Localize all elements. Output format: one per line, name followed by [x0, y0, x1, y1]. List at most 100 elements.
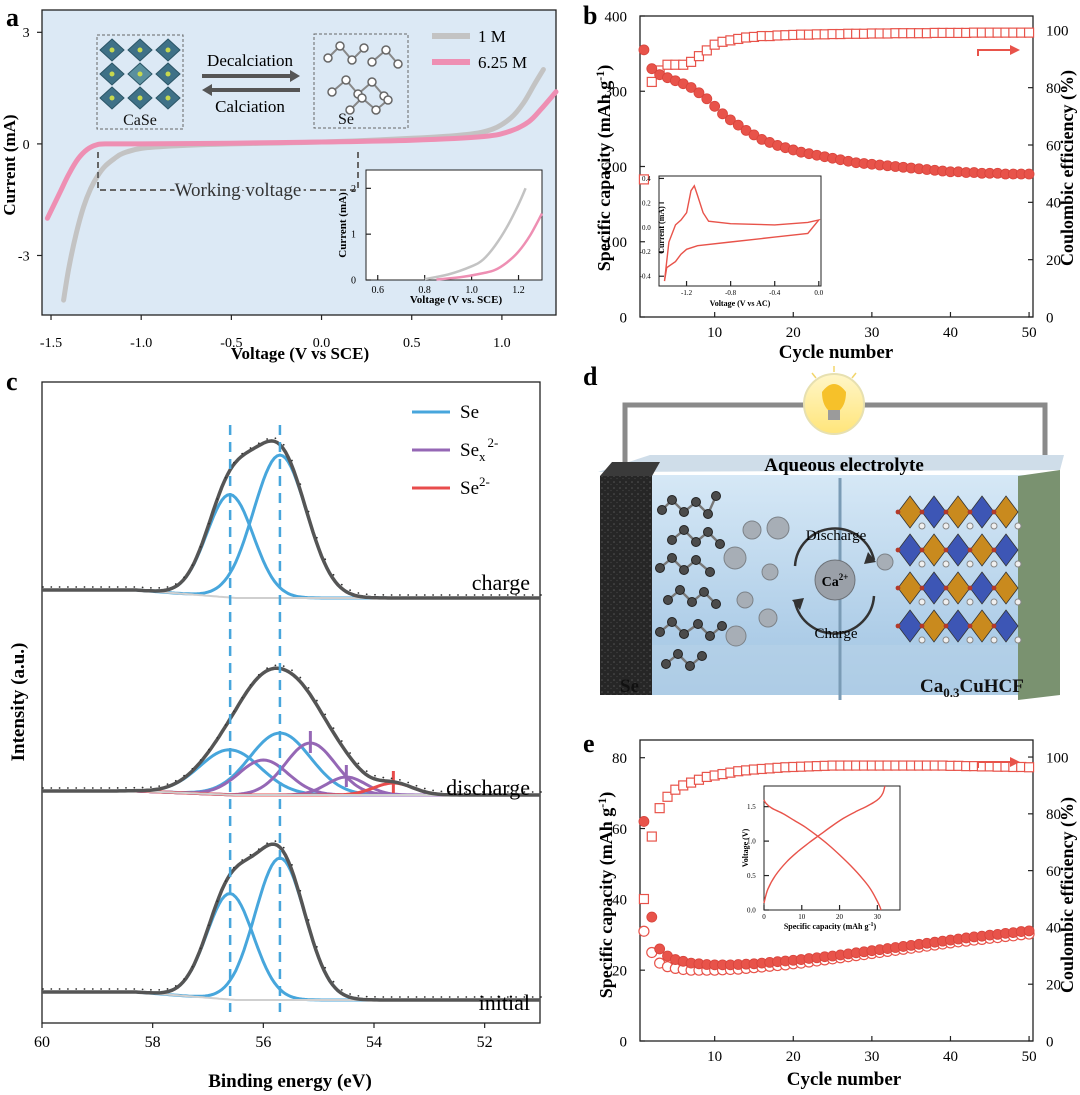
panel-a-xtick-label-1: -1.0	[130, 336, 152, 351]
se-atom	[327, 87, 337, 97]
spectrum-initial-raw-point	[357, 994, 360, 997]
legend-label-se2: Se2-	[460, 474, 490, 499]
panel-e-inset: 0 10 20 30 0.0 0.5 1.0 1.5 Specific capacity (m…	[741, 785, 901, 931]
panel-c-xtick-label-1: 58	[145, 1034, 161, 1051]
cu-octahedron	[897, 571, 923, 605]
spectrum-charge-raw-point	[432, 594, 434, 596]
discharge-arrow-icon	[793, 527, 876, 567]
spectrum-initial-raw-point	[465, 996, 468, 998]
cathode-crystal	[895, 495, 1022, 644]
se-atom	[717, 621, 727, 631]
panel-a-inset-series-1	[436, 212, 544, 281]
panel-b-inset-ylabel: Current (mA)	[657, 206, 666, 254]
spectrum-discharge-raw-point	[506, 791, 509, 793]
panel-b-capacity-point	[701, 93, 713, 105]
panel-b-ce-point	[701, 45, 712, 56]
panel-e-ce-point	[654, 803, 665, 814]
spectrum-discharge-raw-point	[540, 791, 542, 793]
spectrum-charge-raw-point	[100, 586, 102, 588]
spectrum-charge-raw-point	[174, 583, 177, 585]
spectrum-charge-raw-point	[141, 586, 144, 589]
spectrum-initial-raw-point	[440, 996, 443, 998]
panel-e-series	[638, 760, 1035, 976]
case-atom	[165, 71, 171, 77]
spectrum-discharge-raw-point	[141, 786, 144, 789]
spectrum-charge-raw-point	[423, 594, 426, 596]
panel-e-discharge-point	[638, 925, 650, 937]
panel-a-series-1M-line	[61, 67, 546, 303]
spectrum-initial-raw-point	[307, 919, 310, 921]
spectrum-initial-raw-point	[42, 988, 44, 990]
panel-b-ytick-label-0: 0	[620, 310, 628, 326]
se-atom	[703, 509, 713, 519]
spectrum-initial-raw-point	[199, 947, 202, 950]
cu-octahedron	[921, 609, 947, 643]
se-chain-illustration: Se	[313, 33, 409, 129]
spectrum-discharge-raw-point	[324, 713, 327, 716]
spectrum-discharge-raw-point	[257, 673, 260, 676]
panel-e-ylabel: Specific capacity (mAh g-1)	[595, 792, 617, 998]
panel-a-series	[44, 67, 559, 303]
ca-ion-label: Ca2+	[822, 572, 849, 590]
lattice-n-atom	[991, 547, 997, 553]
spectrum-discharge-raw-point	[158, 785, 161, 788]
spectrum-charge-envelope	[42, 439, 540, 600]
lattice-n-atom	[967, 623, 973, 629]
spectrum-initial-raw-point	[50, 988, 53, 990]
spectrum-charge-raw-point	[390, 594, 393, 596]
lattice-ca-atom	[966, 560, 974, 568]
spectrum-discharge-raw-point	[42, 787, 44, 789]
spectrum-initial-envelope	[42, 842, 540, 1002]
panel-b-inset-xtick-label-1: -0.8	[725, 289, 737, 297]
panel-a-inset-xtick-label-2: 1.0	[465, 285, 478, 296]
spectrum-charge-raw-point	[83, 586, 86, 588]
panel-b-right-ytick-label-4: 80	[1046, 81, 1061, 97]
spectrum-initial-raw-point	[91, 988, 94, 990]
cu-octahedron	[945, 571, 971, 605]
panel-a-inset-xtick-label-0: 0.6	[371, 285, 384, 296]
spectrum-discharge-raw-point	[150, 786, 152, 789]
spectrum-charge-raw-point	[224, 476, 227, 479]
se-label-a: Se	[338, 111, 354, 128]
panel-e-inset-xtick-label-3: 30	[874, 913, 882, 921]
electrolyte-ions	[723, 516, 894, 647]
panel-b-right-ytick-label-3: 60	[1046, 138, 1061, 154]
spectrum-initial-raw-point	[399, 996, 401, 998]
spectrum-initial-raw-point	[515, 996, 517, 998]
se-atom	[341, 75, 351, 85]
spectrum-discharge-raw-point	[125, 786, 127, 789]
panel-e-inset-ytick-label-2: 1.0	[747, 838, 756, 846]
spectrum-discharge-raw-point	[282, 665, 285, 668]
panel-d-schematic: Aqueous electrolyte Ca2+ Discharge Charg…	[598, 366, 1064, 700]
spectrum-discharge-raw-point	[473, 791, 476, 793]
panel-b-ce-point	[1023, 27, 1035, 38]
spectrum-discharge-raw-point	[208, 748, 210, 751]
se-atom	[371, 105, 381, 115]
ca-ion-sphere-small	[761, 563, 779, 581]
legend-label-sex: Sex2-	[460, 435, 498, 464]
fe-octahedron	[897, 533, 923, 567]
spectrum-discharge-raw-point	[523, 791, 526, 793]
spectrum-charge-raw-point	[374, 593, 376, 596]
cathode-electrode	[1018, 470, 1060, 700]
panel-e-xtick-label-4: 50	[1022, 1049, 1037, 1065]
spectrum-charge-raw-point	[399, 594, 401, 596]
panel-b-ticks: 10 20 30 40 50 0 100 200 300 400 0 20 40 60 80 100	[605, 9, 1069, 341]
spectrum-discharge-raw-point	[490, 791, 493, 793]
spectrum-discharge-raw-point	[340, 740, 343, 742]
panel-c-xtick-label-3: 54	[366, 1034, 382, 1051]
panel-c-xtick-label-4: 52	[477, 1034, 493, 1051]
se-atom	[663, 595, 673, 605]
panel-a-inset-ytick-label-0: 0	[351, 276, 356, 287]
se-atom	[393, 59, 403, 69]
spectrum-discharge-raw-point	[316, 699, 318, 702]
ca-ion-sphere-small	[766, 516, 790, 540]
lattice-ca-atom	[990, 560, 998, 568]
panel-b-xtick-label-1: 20	[786, 325, 801, 341]
se-atom	[347, 55, 357, 65]
panel-b-ce-point	[693, 51, 705, 62]
spectrum-charge-raw-point	[67, 586, 69, 588]
panel-e-right-ytick-label-0: 0	[1046, 1034, 1054, 1050]
spectrum-initial-raw-point	[141, 988, 144, 991]
